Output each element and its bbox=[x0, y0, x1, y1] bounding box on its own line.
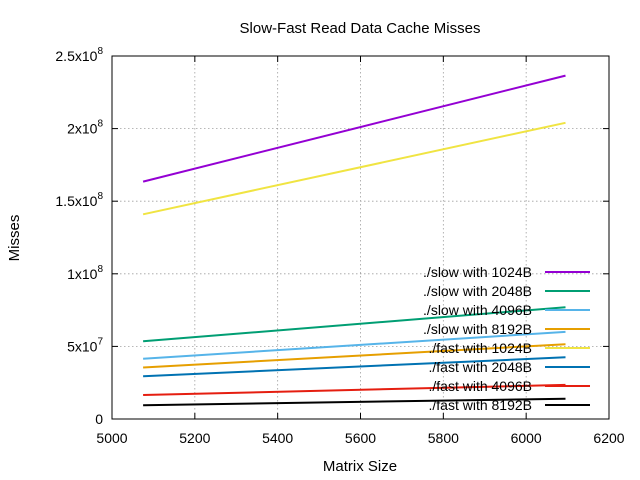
legend-label-4: ./slow with 8192B bbox=[423, 321, 532, 337]
series-group bbox=[142, 74, 566, 407]
y-tick-label: 1.5x108 bbox=[55, 191, 103, 209]
x-tick-label: 6000 bbox=[511, 430, 542, 446]
x-tick-label: 5200 bbox=[179, 430, 210, 446]
x-axis-title: Matrix Size bbox=[323, 458, 397, 475]
series-line-5 bbox=[142, 121, 566, 216]
series-line-3 bbox=[143, 330, 566, 360]
chart-title: Slow-Fast Read Data Cache Misses bbox=[240, 20, 481, 37]
legend-label-5: ./fast with 1024B bbox=[428, 340, 532, 356]
legend-label-6: ./fast with 2048B bbox=[428, 359, 532, 375]
legend-label-8: ./fast with 8192B bbox=[428, 397, 532, 413]
x-tick-label: 5800 bbox=[428, 430, 459, 446]
legend-label-3: ./slow with 4096B bbox=[423, 302, 532, 318]
legend-label-1: ./slow with 1024B bbox=[423, 264, 532, 280]
series-line-2 bbox=[143, 306, 566, 343]
y-tick-label: 1x108 bbox=[67, 264, 103, 282]
x-tick-label: 5000 bbox=[96, 430, 127, 446]
x-tick-label: 5600 bbox=[345, 430, 376, 446]
y-axis-title: Misses bbox=[6, 215, 23, 262]
x-tick-label: 6200 bbox=[593, 430, 624, 446]
y-tick-label: 5x107 bbox=[67, 336, 103, 354]
ticks: 5000 5200 5400 5600 5800 6000 6200 0 5x107 1x108 1… bbox=[55, 46, 624, 446]
y-tick-label: 0 bbox=[95, 411, 103, 427]
series-line-6 bbox=[143, 356, 566, 378]
legend-label-2: ./slow with 2048B bbox=[423, 283, 532, 299]
series-line-1 bbox=[142, 74, 566, 183]
y-tick-label: 2x108 bbox=[67, 119, 103, 137]
series-line-4 bbox=[143, 343, 566, 369]
series-line-8 bbox=[143, 397, 566, 407]
series-line-7 bbox=[143, 383, 566, 396]
legend: ./slow with 1024B ./slow with 2048B ./slow… bbox=[423, 264, 590, 413]
y-tick-label: 2.5x108 bbox=[55, 46, 103, 64]
legend-label-7: ./fast with 4096B bbox=[428, 378, 532, 394]
grid bbox=[112, 56, 609, 419]
x-tick-label: 5400 bbox=[262, 430, 293, 446]
